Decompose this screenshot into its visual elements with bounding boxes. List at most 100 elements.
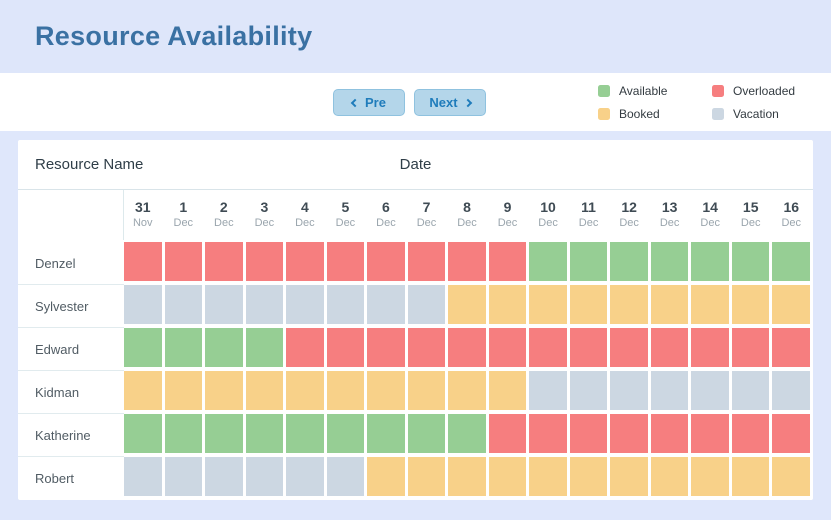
cell-overloaded[interactable] [569,414,608,453]
cell-overloaded[interactable] [529,328,567,367]
cell-booked[interactable] [569,285,608,324]
cell-overloaded[interactable] [488,328,527,367]
cell-booked[interactable] [164,371,203,410]
cell-overloaded[interactable] [124,242,162,281]
cell-booked[interactable] [407,371,446,410]
cell-vacation[interactable] [569,371,608,410]
cell-available[interactable] [205,414,243,453]
cell-available[interactable] [286,414,324,453]
cell-overloaded[interactable] [772,328,810,367]
next-button[interactable]: Next [414,88,486,116]
cell-overloaded[interactable] [245,242,284,281]
cell-available[interactable] [691,242,729,281]
cell-overloaded[interactable] [164,242,203,281]
cell-vacation[interactable] [529,371,567,410]
cell-vacation[interactable] [691,371,729,410]
cell-overloaded[interactable] [610,328,648,367]
cell-overloaded[interactable] [691,414,729,453]
cell-vacation[interactable] [245,457,284,496]
cell-overloaded[interactable] [529,414,567,453]
cell-booked[interactable] [731,285,770,324]
cell-overloaded[interactable] [205,242,243,281]
cell-vacation[interactable] [610,371,648,410]
cell-booked[interactable] [529,457,567,496]
cell-booked[interactable] [610,285,648,324]
cell-booked[interactable] [772,285,810,324]
prev-button[interactable]: Pre [333,88,405,116]
cell-booked[interactable] [448,285,486,324]
cell-overloaded[interactable] [731,414,770,453]
cell-overloaded[interactable] [407,242,446,281]
cell-overloaded[interactable] [448,328,486,367]
cell-booked[interactable] [691,285,729,324]
cell-available[interactable] [124,328,162,367]
cell-overloaded[interactable] [326,328,365,367]
cell-vacation[interactable] [164,285,203,324]
cell-booked[interactable] [650,285,689,324]
cell-vacation[interactable] [326,457,365,496]
cell-overloaded[interactable] [731,328,770,367]
cell-vacation[interactable] [205,285,243,324]
cell-overloaded[interactable] [610,414,648,453]
cell-overloaded[interactable] [488,414,527,453]
cell-overloaded[interactable] [772,414,810,453]
cell-vacation[interactable] [326,285,365,324]
cell-available[interactable] [164,328,203,367]
cell-available[interactable] [164,414,203,453]
cell-overloaded[interactable] [488,242,527,281]
cell-available[interactable] [448,414,486,453]
cell-booked[interactable] [326,371,365,410]
cell-vacation[interactable] [124,457,162,496]
cell-available[interactable] [569,242,608,281]
cell-booked[interactable] [731,457,770,496]
cell-booked[interactable] [610,457,648,496]
cell-booked[interactable] [529,285,567,324]
cell-booked[interactable] [448,457,486,496]
cell-vacation[interactable] [772,371,810,410]
cell-booked[interactable] [367,371,405,410]
cell-available[interactable] [650,242,689,281]
cell-vacation[interactable] [650,371,689,410]
cell-available[interactable] [326,414,365,453]
cell-vacation[interactable] [731,371,770,410]
cell-vacation[interactable] [407,285,446,324]
cell-booked[interactable] [448,371,486,410]
cell-overloaded[interactable] [569,328,608,367]
cell-booked[interactable] [650,457,689,496]
cell-available[interactable] [772,242,810,281]
cell-booked[interactable] [407,457,446,496]
cell-booked[interactable] [488,285,527,324]
cell-vacation[interactable] [164,457,203,496]
cell-available[interactable] [610,242,648,281]
cell-available[interactable] [407,414,446,453]
cell-available[interactable] [205,328,243,367]
cell-vacation[interactable] [124,285,162,324]
cell-vacation[interactable] [367,285,405,324]
cell-vacation[interactable] [286,285,324,324]
cell-overloaded[interactable] [326,242,365,281]
cell-overloaded[interactable] [650,328,689,367]
cell-overloaded[interactable] [367,242,405,281]
cell-booked[interactable] [772,457,810,496]
cell-available[interactable] [367,414,405,453]
cell-vacation[interactable] [245,285,284,324]
cell-booked[interactable] [245,371,284,410]
cell-overloaded[interactable] [367,328,405,367]
cell-booked[interactable] [488,371,527,410]
cell-booked[interactable] [367,457,405,496]
cell-available[interactable] [731,242,770,281]
cell-overloaded[interactable] [286,328,324,367]
cell-booked[interactable] [691,457,729,496]
cell-overloaded[interactable] [286,242,324,281]
cell-available[interactable] [124,414,162,453]
cell-overloaded[interactable] [691,328,729,367]
cell-available[interactable] [529,242,567,281]
cell-available[interactable] [245,328,284,367]
cell-overloaded[interactable] [650,414,689,453]
cell-vacation[interactable] [286,457,324,496]
cell-booked[interactable] [488,457,527,496]
cell-booked[interactable] [205,371,243,410]
cell-overloaded[interactable] [448,242,486,281]
cell-booked[interactable] [124,371,162,410]
cell-booked[interactable] [569,457,608,496]
